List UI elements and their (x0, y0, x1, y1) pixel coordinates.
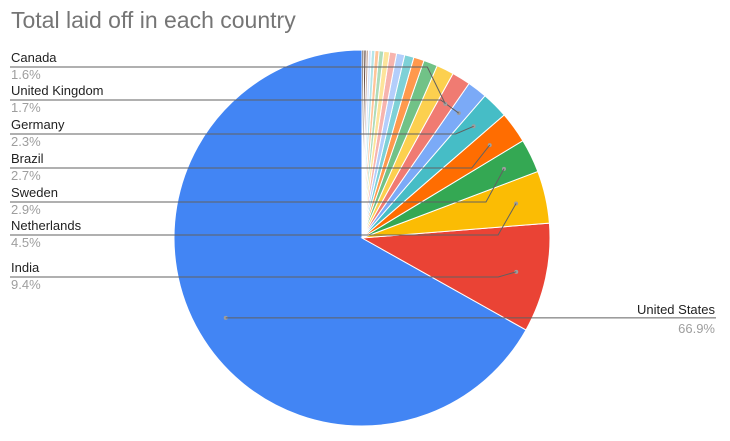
label-pct-united-states: 66.9% (678, 321, 715, 336)
leader-line-canada (10, 66, 446, 105)
label-pct-india: 9.4% (11, 277, 41, 292)
label-pct-united-kingdom: 1.7% (11, 100, 41, 115)
label-netherlands: Netherlands (11, 218, 82, 233)
label-india: India (11, 260, 40, 275)
leader-line-netherlands (10, 203, 517, 236)
label-pct-sweden: 2.9% (11, 202, 41, 217)
slice-united-states[interactable] (173, 49, 527, 427)
label-united-states: United States (637, 302, 716, 317)
label-pct-canada: 1.6% (11, 67, 41, 82)
slice-21[interactable] (361, 49, 365, 239)
leader-line-brazil (10, 144, 491, 169)
label-brazil: Brazil (11, 151, 44, 166)
label-canada: Canada (11, 50, 57, 65)
label-germany: Germany (11, 117, 65, 132)
leader-line-sweden (10, 168, 505, 203)
label-pct-germany: 2.3% (11, 134, 41, 149)
leader-line-united-kingdom (10, 99, 460, 114)
leader-line-germany (10, 125, 474, 135)
chart-title: Total laid off in each country (11, 7, 296, 33)
label-united-kingdom: United Kingdom (11, 83, 104, 98)
label-pct-brazil: 2.7% (11, 168, 41, 183)
label-sweden: Sweden (11, 185, 58, 200)
leader-line-india (10, 271, 517, 278)
label-pct-netherlands: 4.5% (11, 235, 41, 250)
